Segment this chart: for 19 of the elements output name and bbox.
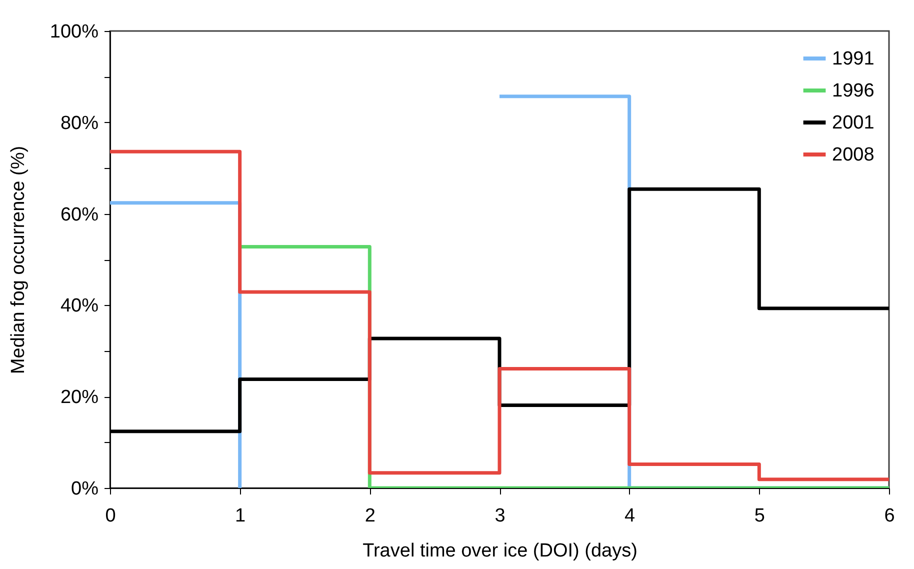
- legend-label: 1991: [832, 48, 874, 70]
- legend-label: 2008: [832, 144, 874, 166]
- x-tick-label: 6: [884, 506, 895, 526]
- x-tick-label: 4: [624, 506, 636, 526]
- y-tick-label: 60%: [60, 204, 99, 226]
- legend-label: 2001: [832, 112, 874, 134]
- x-tick-label: 3: [494, 506, 506, 526]
- y-axis-title: Median fog occurrence (%): [8, 146, 29, 374]
- x-tick-label: 1: [235, 506, 246, 526]
- x-tick-label: 2: [364, 506, 376, 526]
- x-tick-label: 0: [105, 506, 116, 526]
- y-tick-label: 100%: [50, 22, 99, 42]
- y-tick-label: 0%: [71, 478, 99, 500]
- legend-label: 1996: [832, 80, 874, 102]
- y-tick-label: 80%: [60, 112, 99, 134]
- y-tick-label: 20%: [60, 387, 99, 408]
- x-axis-title: Travel time over ice (DOI) (days): [362, 540, 638, 562]
- y-tick-label: 40%: [60, 296, 99, 317]
- x-tick-label: 5: [754, 506, 765, 526]
